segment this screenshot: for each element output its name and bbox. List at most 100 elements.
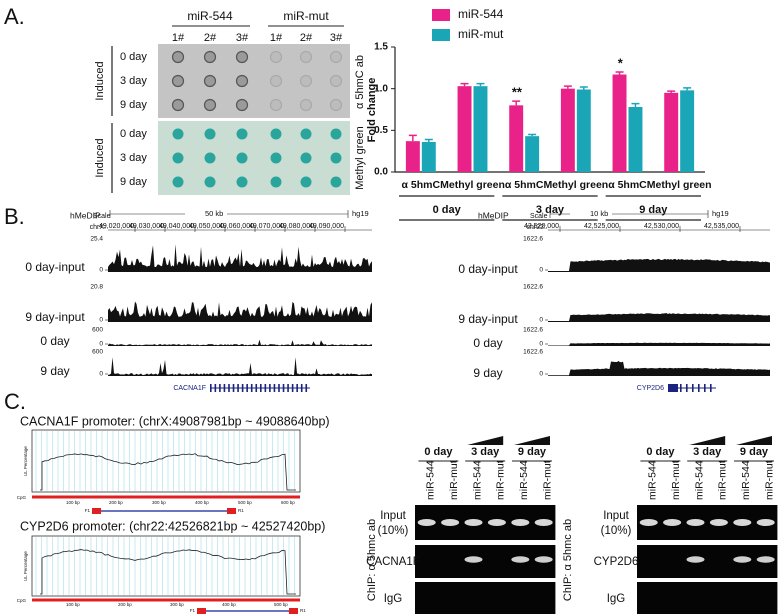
position-label: 42,520,000: [524, 223, 559, 230]
dose-triangle: [514, 436, 550, 445]
significance: **: [512, 85, 523, 100]
row-label: Input: [380, 510, 406, 522]
plot-y-label: UL Percentage: [23, 446, 28, 476]
exon: [287, 384, 289, 392]
gel-band: [534, 519, 553, 526]
dot: [204, 152, 216, 164]
cpg-curve: [40, 453, 296, 491]
scale-bar-label: 50 kb: [205, 209, 223, 218]
group-header: miR-mut: [283, 9, 329, 23]
exon: [291, 384, 294, 392]
exon: [246, 384, 248, 392]
x-tick-label: α 5hmC: [608, 179, 647, 191]
dot: [172, 152, 184, 164]
range-min: 0: [99, 371, 103, 378]
range-min: 0: [99, 341, 103, 348]
exon: [692, 384, 694, 392]
exon: [278, 384, 280, 392]
error-bar: [615, 71, 624, 75]
scale-bar-label: 10 kb: [590, 209, 608, 218]
coverage-track: [548, 361, 770, 376]
scale-label: Scale: [93, 213, 111, 220]
track-title: hMeDIP: [478, 210, 509, 220]
cpg-label: CpG: [17, 598, 27, 603]
dot: [171, 50, 185, 64]
legend-swatch: [432, 29, 450, 41]
exon: [228, 384, 230, 392]
bp-tick-label: 500 bp: [274, 602, 288, 607]
sample-label: 0 day: [473, 336, 502, 350]
sample-label: 9 day: [40, 364, 69, 378]
error-bar: [683, 87, 692, 91]
range-max: 600: [92, 349, 103, 356]
bar: [457, 86, 472, 172]
gel-band: [733, 556, 752, 563]
bar: [664, 92, 679, 172]
x-tick-label: Methyl green: [440, 179, 505, 191]
genome-label: hg19: [352, 209, 369, 218]
gel-lane-strip: [415, 582, 556, 614]
x-tick-label: α 5hmC: [402, 179, 441, 191]
lane-label: miR-mut: [670, 460, 682, 500]
lane-label: miR-544: [518, 460, 530, 500]
day-label: 9 day: [120, 176, 147, 188]
gel-band: [756, 556, 775, 563]
bar: [525, 136, 540, 172]
group-header: miR-544: [187, 9, 233, 23]
dose-triangle: [467, 436, 504, 445]
dot: [203, 50, 217, 64]
error-bar: [460, 82, 469, 87]
range-min: 0: [539, 267, 543, 274]
dot: [172, 128, 184, 140]
y-tick-label: 0.0: [374, 167, 388, 178]
bp-tick-label: 200 bp: [118, 602, 132, 607]
error-bar: [408, 134, 417, 142]
position-label: 42,525,000: [584, 223, 619, 230]
day-label: 0 day: [120, 128, 147, 140]
bar: [405, 141, 420, 172]
gel-band: [733, 519, 752, 526]
position-label: 42,535,000: [704, 223, 739, 230]
bar: [612, 74, 627, 172]
sample-label: 0 day-input: [458, 262, 518, 276]
coverage-track: [108, 301, 372, 322]
exon: [273, 384, 276, 392]
range-min: 0: [539, 317, 543, 324]
primer-label: F1: [85, 508, 91, 513]
gel-band: [417, 519, 436, 526]
lane-label: 1#: [172, 32, 185, 44]
group-label: 9 day: [639, 204, 668, 216]
dot: [329, 50, 343, 64]
chip-label: ChIP: α 5hmc ab: [366, 519, 378, 601]
primer: [289, 608, 298, 614]
position-label: 49,040,000: [159, 223, 194, 230]
y-axis-label: Fold change: [366, 78, 378, 143]
exon: [232, 384, 235, 392]
gel-band: [663, 519, 682, 526]
lane-label: 3#: [330, 32, 343, 44]
lane-label: miR-mut: [495, 460, 507, 500]
coverage-track: [548, 258, 770, 272]
row-label: (10%): [601, 525, 632, 537]
row-label: CACNA1F: [366, 556, 420, 568]
day-header: 9 day: [518, 446, 547, 458]
exon: [282, 384, 285, 392]
day-label: 3 day: [120, 152, 147, 164]
dot: [269, 74, 283, 88]
range-min: 0: [99, 317, 103, 324]
significance: *: [618, 55, 624, 70]
dose-triangle: [689, 436, 726, 445]
range-max: 1622.6: [523, 236, 543, 243]
lane-label: miR-544: [740, 460, 752, 500]
bar: [628, 107, 643, 172]
bp-tick-label: 200 bp: [109, 500, 123, 505]
bp-tick-label: 400 bp: [222, 602, 236, 607]
dot: [329, 98, 343, 112]
plot-y-label: UL Percentage: [23, 551, 28, 581]
bar: [560, 88, 575, 172]
error-bar: [476, 82, 485, 87]
gel-lane-strip: [637, 545, 778, 578]
bar: [576, 89, 591, 172]
promoter-title: CYP2D6 promoter: (chr22:42526821bp ~ 425…: [20, 519, 325, 533]
bar: [421, 142, 436, 172]
